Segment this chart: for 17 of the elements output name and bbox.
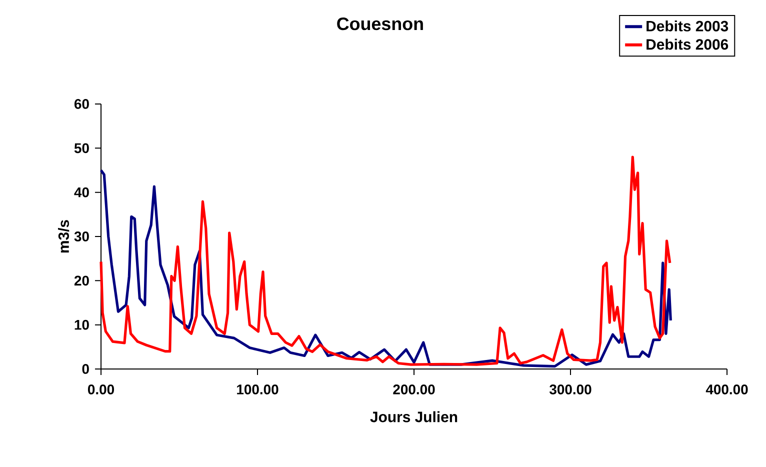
y-axis-title: m3/s: [58, 220, 70, 253]
x-axis-title: Jours Julien: [370, 411, 458, 422]
y-tick-label: 50: [74, 143, 89, 154]
legend-label: Debits 2003: [646, 20, 728, 32]
y-tick-label: 30: [74, 232, 89, 242]
x-tick-label: 400.00: [706, 384, 748, 394]
y-tick-label: 20: [74, 276, 89, 286]
y-tick-label: 0: [82, 364, 89, 374]
y-tick-label: 10: [74, 320, 89, 330]
x-tick-label: 0.00: [88, 384, 114, 394]
x-tick-label: 300.00: [549, 384, 592, 394]
x-tick-label: 100.00: [237, 384, 278, 394]
y-tick-label: 60: [74, 99, 89, 109]
chart-title: Couesnon: [337, 17, 423, 30]
legend-label: Debits 2006: [646, 38, 728, 50]
x-tick-label: 200.00: [393, 384, 435, 394]
y-tick-label: 40: [74, 187, 89, 198]
